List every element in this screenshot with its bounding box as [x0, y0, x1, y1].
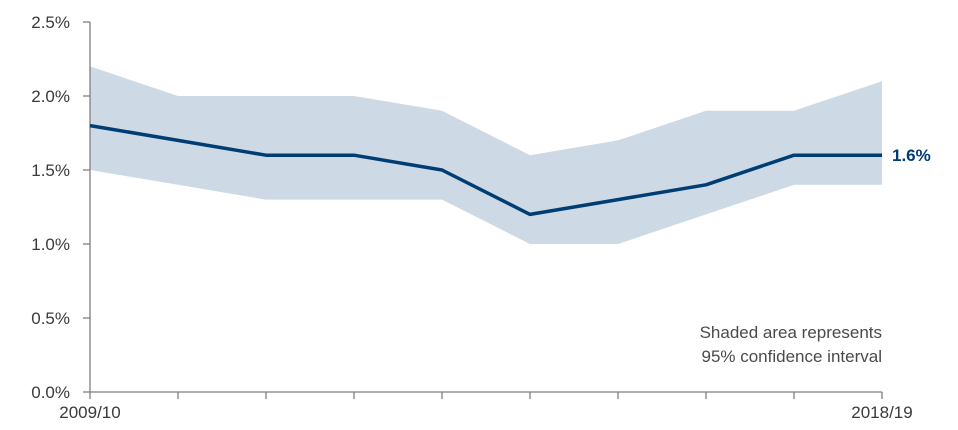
- data-point-2010-11: [176, 138, 180, 142]
- data-point-2017-18: [792, 153, 796, 157]
- x-tick-label: 2009/10: [59, 403, 120, 422]
- end-value-label: 1.6%: [892, 146, 931, 165]
- confidence-band: [90, 66, 882, 245]
- data-point-2014-15: [528, 212, 532, 216]
- series-line: [89, 123, 882, 217]
- x-tick-label: 2018/19: [851, 403, 912, 422]
- y-tick-label: 2.0%: [31, 87, 70, 106]
- data-point-2015-16: [616, 198, 620, 202]
- data-point-2011-12: [264, 153, 268, 157]
- data-point-2009-10: [88, 124, 92, 128]
- data-point-2013-14: [440, 168, 444, 172]
- annotation-line-2: 95% confidence interval: [701, 347, 882, 366]
- annotation-line-1: Shaded area represents: [700, 323, 882, 342]
- y-tick-label: 0.5%: [31, 309, 70, 328]
- y-tick-label: 2.5%: [31, 13, 70, 32]
- data-point-2016-17: [704, 183, 708, 187]
- data-point-2012-13: [352, 153, 356, 157]
- y-tick-label: 1.5%: [31, 161, 70, 180]
- y-tick-label: 1.0%: [31, 235, 70, 254]
- y-tick-label: 0.0%: [31, 383, 70, 402]
- data-point-2018-19: [880, 153, 884, 157]
